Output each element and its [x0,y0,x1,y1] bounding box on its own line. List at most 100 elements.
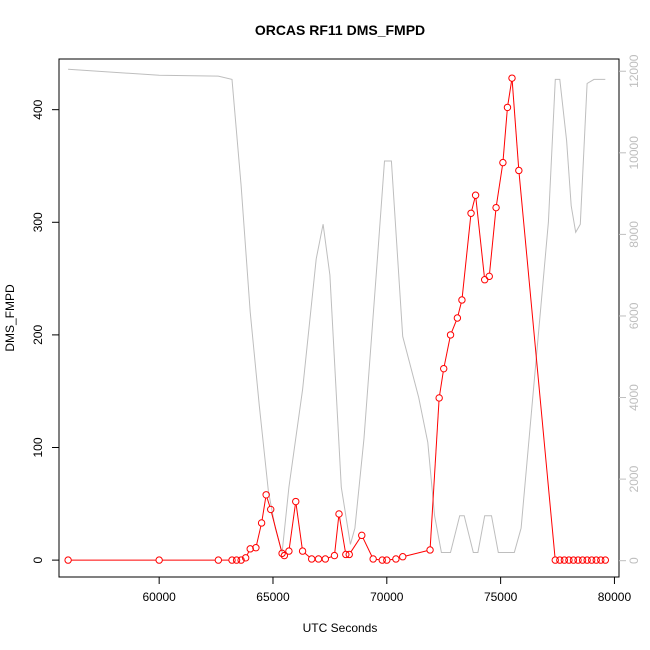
secondary-series-line [68,68,606,553]
dms-series-segment [339,517,346,552]
dms-data-point [597,556,605,564]
dms-data-point [228,556,236,564]
dms-data-point [440,364,448,373]
dms-series-segment [266,497,271,507]
dms-series-segment [304,552,310,558]
dms-series-segment [443,337,451,366]
dms-data-point [592,556,600,564]
dms-data-point [578,556,587,564]
dms-data-point [565,556,573,564]
dms-data-point [587,556,596,564]
dms-data-point [515,166,523,175]
dms-data-point [485,272,493,281]
x-axis: 60000 65000 70000 75000 80000 [142,577,631,604]
dms-data-point [232,556,241,564]
dms-data-point [262,491,270,499]
dms-data-point [508,74,516,82]
dms-series-segment [334,517,340,553]
dms-data-point [330,551,339,560]
dms-data-point [467,209,475,217]
dms-data-point [292,497,300,506]
x-tick-label: 75000 [484,590,518,604]
dms-data-point [453,314,462,322]
dms-data-point [551,556,559,564]
y-tick-label: 100 [31,437,45,457]
dms-data-point [342,550,350,559]
y2-tick-label: 0 [627,557,641,564]
dms-data-point [503,103,512,112]
x-tick-label: 65000 [256,590,290,604]
dms-series-segment [288,504,296,548]
dms-data-point [278,549,286,558]
x-tick-label: 70000 [370,590,404,604]
y2-tick-label: 10000 [627,136,641,170]
dms-data-point [285,547,293,555]
dms-series-segment [457,302,462,316]
y-axis-right: 0 2000 4000 6000 8000 10000 12000 [619,54,641,564]
dms-data-point [307,555,316,563]
dms-data-point [358,531,366,540]
dms-series-segment [271,512,282,551]
dms-data-point [246,545,254,553]
dms-data-point [314,555,323,563]
dms-data-point [298,547,307,555]
dms-data-point [378,556,386,564]
y-tick-label: 200 [31,325,45,345]
dms-series-segment [362,538,373,557]
dms-series-segment [518,173,556,557]
dms-data-point [471,191,480,199]
dms-data-point [499,158,507,167]
dms-data-point [214,556,223,564]
dms-series-segment [295,504,303,548]
dms-data-point [574,556,582,564]
dms-data-point [569,556,578,564]
dms-data-point [252,544,260,552]
dms-data-point [492,203,500,212]
dms-series-segment [439,371,444,395]
y-axis-label: DMS_FMPD [3,284,17,352]
dms-data-point [369,555,377,563]
y-axis-left: 0 100 200 300 400 [31,99,59,563]
dms-series-segment [256,525,262,545]
dms-data-point [458,296,466,304]
y-tick-label: 400 [31,99,45,119]
dms-series-segment [475,198,485,277]
dms-series-segment [496,165,503,205]
chart-title: ORCAS RF11 DMS_FMPD [255,22,425,38]
dms-data-point [280,551,289,560]
plot-frame [58,58,620,578]
dms-data-point [399,553,407,561]
dms-series-segment [461,216,472,297]
dms-data-point [601,556,610,564]
x-tick-label: 60000 [142,590,176,604]
dms-series-segment [261,497,267,520]
series-layer [64,68,610,564]
dms-series-segment [451,320,457,333]
dms-data-point [383,556,391,564]
y2-tick-label: 6000 [627,302,641,329]
dms-data-point [345,550,353,559]
dms-data-point [321,555,330,563]
x-axis-label: UTC Seconds [303,621,378,635]
dms-data-point [435,394,443,402]
y-tick-label: 300 [31,212,45,232]
dms-series-segment [471,198,476,211]
dms-data-point [267,505,275,514]
dms-data-point [556,556,564,564]
y2-tick-label: 2000 [627,465,641,492]
dms-series-segment [489,210,497,274]
dms-data-point [335,510,343,518]
y2-tick-label: 12000 [627,54,641,88]
dms-data-point [241,554,250,562]
dms-data-point [480,276,489,284]
dms-data-point [392,555,400,563]
dms-series-segment [502,110,508,160]
dms-data-point [446,331,455,339]
dms-series-segment [429,401,440,547]
dms-data-point [426,546,434,554]
y2-tick-label: 8000 [627,221,641,248]
dms-series-segment [405,550,428,557]
dms-data-point [583,556,591,564]
dms-series-segment [507,81,513,105]
